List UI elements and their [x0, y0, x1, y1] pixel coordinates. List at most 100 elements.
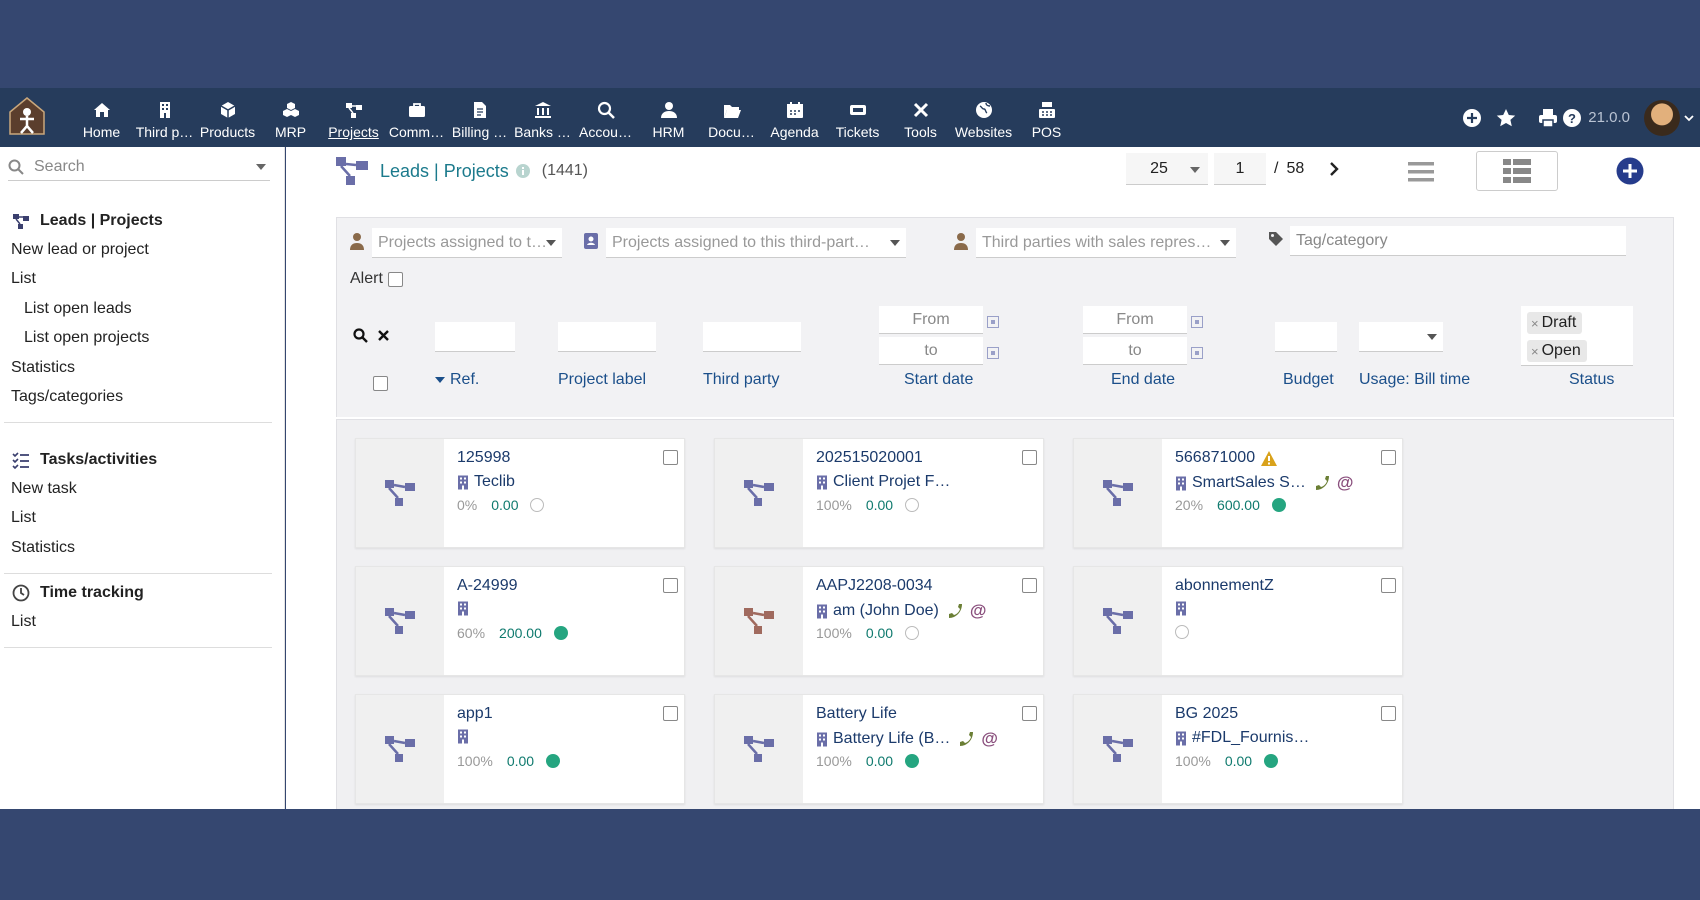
- sidebar-link[interactable]: List: [11, 612, 36, 630]
- project-card[interactable]: 202515020001 Client Projet F… 100% 0.00: [714, 438, 1044, 548]
- calendar-icon[interactable]: [987, 316, 999, 328]
- project-ref[interactable]: app1: [457, 705, 493, 723]
- project-ref[interactable]: 566871000: [1175, 449, 1278, 467]
- column-end-date[interactable]: End date: [1111, 371, 1176, 388]
- chevron-down-icon[interactable]: [256, 164, 266, 170]
- card-checkbox[interactable]: [663, 450, 678, 465]
- list-view-icon[interactable]: [1408, 161, 1434, 183]
- calendar-icon[interactable]: [1191, 316, 1203, 328]
- start-date-to[interactable]: to: [879, 337, 983, 365]
- card-checkbox[interactable]: [663, 578, 678, 593]
- project-card[interactable]: A-24999 60% 200.00: [355, 566, 685, 676]
- calendar-icon[interactable]: [1191, 347, 1203, 359]
- print-icon[interactable]: [1538, 108, 1558, 128]
- ref-filter-input[interactable]: [435, 322, 515, 352]
- remove-icon[interactable]: ×: [1531, 343, 1539, 359]
- project-card[interactable]: abonnementZ: [1073, 566, 1403, 676]
- sidebar-link[interactable]: List open leads: [24, 299, 132, 317]
- menu-item-ticket[interactable]: Tickets: [826, 88, 889, 147]
- project-ref[interactable]: AAPJ2208-0034: [816, 577, 933, 595]
- column-ref[interactable]: Ref.: [435, 371, 479, 389]
- menu-item-globe[interactable]: Websites: [952, 88, 1015, 147]
- sales-rep-select[interactable]: Third parties with sales repres…: [976, 228, 1236, 258]
- project-ref[interactable]: 125998: [457, 449, 510, 467]
- end-date-from[interactable]: From: [1083, 306, 1187, 334]
- total-pages[interactable]: 58: [1286, 160, 1305, 177]
- sidebar-section-title[interactable]: Leads | Projects: [0, 207, 272, 235]
- project-card[interactable]: BG 2025 #FDL_Fournis… 100% 0.00: [1073, 694, 1403, 804]
- sidebar-link[interactable]: List open projects: [24, 329, 150, 347]
- phone-icon[interactable]: [1314, 475, 1330, 491]
- sidebar-section-title[interactable]: Time tracking: [0, 579, 272, 607]
- thirdparty-name[interactable]: Teclib: [474, 473, 515, 490]
- column-status[interactable]: Status: [1569, 371, 1615, 388]
- project-ref[interactable]: BG 2025: [1175, 705, 1238, 723]
- phone-icon[interactable]: [947, 603, 963, 619]
- thirdparty-name[interactable]: Battery Life (B…: [833, 730, 951, 747]
- info-icon[interactable]: [515, 164, 530, 178]
- sidebar-section-title[interactable]: Tasks/activities: [0, 446, 272, 474]
- menu-item-bank[interactable]: Banks …: [511, 88, 574, 147]
- thirdparty-name[interactable]: #FDL_Fournis…: [1192, 729, 1310, 746]
- menu-item-cube[interactable]: Products: [196, 88, 259, 147]
- menu-item-cash-register[interactable]: POS: [1015, 88, 1078, 147]
- sidebar-link[interactable]: List: [11, 509, 36, 527]
- project-ref[interactable]: 202515020001: [816, 449, 923, 467]
- alert-checkbox[interactable]: [387, 271, 403, 287]
- status-chip-open[interactable]: × Open: [1527, 340, 1587, 362]
- new-project-button[interactable]: [1616, 157, 1644, 185]
- card-checkbox[interactable]: [1381, 578, 1396, 593]
- card-checkbox[interactable]: [1022, 578, 1037, 593]
- sidebar-link[interactable]: List: [11, 270, 36, 288]
- assigned-thirdparty-select[interactable]: Projects assigned to this third-part…: [606, 228, 906, 258]
- tag-category-input[interactable]: Tag/category: [1290, 226, 1626, 256]
- select-all-checkbox[interactable]: [373, 376, 388, 391]
- card-checkbox[interactable]: [1381, 706, 1396, 721]
- column-third-party[interactable]: Third party: [703, 371, 780, 388]
- plus-circle-icon[interactable]: [1462, 108, 1482, 128]
- sidebar-link[interactable]: Tags/categories: [11, 388, 124, 406]
- search-icon[interactable]: [353, 328, 368, 343]
- column-usage-bill-time[interactable]: Usage: Bill time: [1359, 371, 1471, 388]
- help-icon[interactable]: ?: [1562, 108, 1582, 128]
- email-icon[interactable]: @: [981, 729, 998, 748]
- column-start-date[interactable]: Start date: [904, 371, 974, 388]
- menu-item-search-dollar[interactable]: Accou…: [574, 88, 637, 147]
- menu-item-calendar[interactable]: Agenda: [763, 88, 826, 147]
- menu-item-cubes[interactable]: MRP: [259, 88, 322, 147]
- card-checkbox[interactable]: [1381, 450, 1396, 465]
- menu-item-folder-open[interactable]: Docu…: [700, 88, 763, 147]
- menu-item-home[interactable]: Home: [70, 88, 133, 147]
- email-icon[interactable]: @: [1336, 473, 1354, 492]
- project-card[interactable]: AAPJ2208-0034 am (John Doe) @100% 0.00: [714, 566, 1044, 676]
- bookmark-star-icon[interactable]: [1496, 108, 1516, 128]
- sidebar-link[interactable]: Statistics: [11, 538, 76, 556]
- page-size-select[interactable]: 25: [1126, 153, 1208, 185]
- end-date-to[interactable]: to: [1083, 337, 1187, 365]
- menu-item-user-tie[interactable]: HRM: [637, 88, 700, 147]
- sidebar-link[interactable]: Statistics: [11, 358, 76, 376]
- project-card[interactable]: Battery Life Battery Life (B… @100% 0.00: [714, 694, 1044, 804]
- calendar-icon[interactable]: [987, 347, 999, 359]
- column-budget[interactable]: Budget: [1283, 371, 1334, 388]
- page-number-input[interactable]: 1: [1214, 153, 1266, 185]
- sidebar-link[interactable]: New task: [11, 479, 77, 497]
- thirdparty-filter-input[interactable]: [703, 322, 801, 352]
- usage-filter-select[interactable]: [1359, 322, 1443, 352]
- status-filter[interactable]: × Draft × Open: [1521, 306, 1633, 366]
- card-checkbox[interactable]: [1022, 450, 1037, 465]
- clear-filter-icon[interactable]: [376, 328, 391, 343]
- card-checkbox[interactable]: [663, 706, 678, 721]
- thirdparty-name[interactable]: Client Projet F…: [833, 473, 951, 490]
- menu-item-suitcase[interactable]: Comm…: [385, 88, 448, 147]
- status-chip-draft[interactable]: × Draft: [1527, 312, 1583, 334]
- project-card[interactable]: 566871000 SmartSales S… @20% 600.00: [1073, 438, 1403, 548]
- menu-item-building[interactable]: Third p…: [133, 88, 196, 147]
- email-icon[interactable]: @: [969, 601, 987, 620]
- column-project-label[interactable]: Project label: [558, 371, 647, 388]
- label-filter-input[interactable]: [558, 322, 656, 352]
- project-ref[interactable]: Battery Life: [816, 705, 897, 723]
- phone-icon[interactable]: [958, 731, 974, 747]
- card-checkbox[interactable]: [1022, 706, 1037, 721]
- menu-item-invoice[interactable]: Billing …: [448, 88, 511, 147]
